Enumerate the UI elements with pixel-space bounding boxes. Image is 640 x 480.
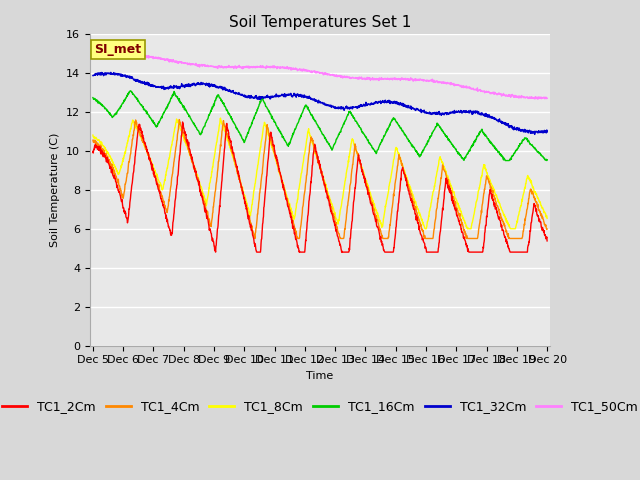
- Text: SI_met: SI_met: [95, 43, 141, 56]
- Y-axis label: Soil Temperature (C): Soil Temperature (C): [51, 132, 60, 247]
- Title: Soil Temperatures Set 1: Soil Temperatures Set 1: [229, 15, 411, 30]
- Legend: TC1_2Cm, TC1_4Cm, TC1_8Cm, TC1_16Cm, TC1_32Cm, TC1_50Cm: TC1_2Cm, TC1_4Cm, TC1_8Cm, TC1_16Cm, TC1…: [0, 396, 640, 419]
- X-axis label: Time: Time: [307, 371, 333, 381]
